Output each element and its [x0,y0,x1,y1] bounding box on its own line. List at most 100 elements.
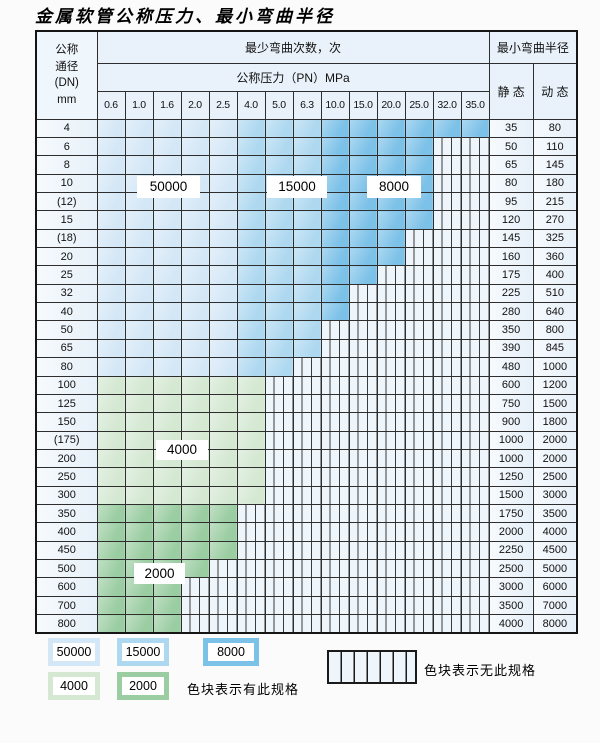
spec-cell [236,283,266,304]
spec-cell [236,191,266,212]
cycles-zone-label-50000: 50000 [137,176,200,198]
spec-cell [264,118,294,138]
pressure-col-header: 1.0 [124,90,154,120]
no-spec-cell [404,430,434,450]
spec-cell [96,375,126,395]
no-spec-cell [460,540,490,561]
spec-cell [124,247,154,267]
spec-cell [152,357,182,377]
spec-cell [124,430,154,450]
spec-cell [152,228,182,249]
pressure-col-header: 6.3 [292,90,322,120]
spec-cell [152,375,182,395]
no-spec-cell [404,338,434,359]
spec-cell [180,393,210,414]
no-spec-cell [404,247,434,267]
no-spec-cell [432,338,462,359]
no-spec-cell [236,595,266,616]
no-spec-cell [208,614,238,634]
no-spec-cell [292,375,322,395]
spec-cell [236,375,266,395]
spec-cell [96,485,126,506]
spec-cell [264,210,294,230]
no-spec-cell [348,614,378,634]
dynamic-cell: 80 [532,118,578,138]
dynamic-cell: 7000 [532,595,578,616]
dynamic-cell: 5000 [532,559,578,579]
pressure-col-header: 32.0 [432,90,462,120]
no-spec-cell [264,504,294,524]
spec-row-dn-200: 200 1000 2000 [35,448,578,469]
spec-cell [124,155,154,175]
spec-cell [208,191,238,212]
dn-cell: 32 [35,283,98,304]
spec-cell [96,302,126,322]
no-spec-cell [432,320,462,340]
spec-cell [292,155,322,175]
dn-cell: 700 [35,595,98,616]
pressure-col-header: 2.5 [208,90,238,120]
spec-cell [208,338,238,359]
no-spec-cell [348,283,378,304]
spec-cell [124,393,154,414]
pressure-col-header: 5.0 [264,90,294,120]
cycles-zone-label-8000: 8000 [367,176,421,198]
static-cell: 1500 [488,485,534,506]
no-spec-cell [348,559,378,579]
dynamic-cell: 400 [532,265,578,285]
spec-cell [236,118,266,138]
no-spec-cell [432,283,462,304]
no-spec-cell [404,559,434,579]
spec-cell [376,210,406,230]
no-spec-cell [292,614,322,634]
spec-cell [124,228,154,249]
no-spec-cell [264,430,294,450]
no-spec-cell [460,338,490,359]
spec-cell [404,210,434,230]
dn-cell: (175) [35,430,98,450]
no-spec-cell [320,320,350,340]
dynamic-cell: 325 [532,228,578,249]
pressure-col-header: 2.0 [180,90,210,120]
spec-cell [320,228,350,249]
spec-cell [96,210,126,230]
static-cell: 175 [488,265,534,285]
dynamic-cell: 800 [532,320,578,340]
spec-cell [320,136,350,157]
spec-cell [124,614,154,634]
no-spec-cell [264,522,294,542]
no-spec-cell [432,448,462,469]
no-spec-cell [320,357,350,377]
spec-row-dn-6: 6 50 110 [35,136,578,157]
no-spec-cell [460,467,490,487]
spec-cell [96,393,126,414]
spec-cell [208,265,238,285]
no-spec-cell [376,559,406,579]
static-cell: 160 [488,247,534,267]
static-cell: 1250 [488,467,534,487]
no-spec-cell [460,283,490,304]
no-spec-cell [348,540,378,561]
spec-cell [152,522,182,542]
legend-no-spec-note: 色块表示无此规格 [424,663,537,678]
no-spec-cell [376,283,406,304]
no-spec-cell [376,412,406,432]
spec-cell [460,118,490,138]
spec-cell [124,540,154,561]
no-spec-cell [320,614,350,634]
spec-cell [180,485,210,506]
spec-cell [96,430,126,450]
no-spec-cell [348,338,378,359]
spec-cell [124,595,154,616]
dn-cell: 100 [35,375,98,395]
spec-row-dn-600: 600 3000 6000 [35,577,578,597]
no-spec-cell [292,467,322,487]
no-spec-cell [320,485,350,506]
no-spec-cell [376,375,406,395]
no-spec-cell [460,412,490,432]
no-spec-cell [432,485,462,506]
no-spec-cell [208,595,238,616]
spec-cell [348,265,378,285]
no-spec-cell [460,173,490,193]
spec-cell [292,302,322,322]
